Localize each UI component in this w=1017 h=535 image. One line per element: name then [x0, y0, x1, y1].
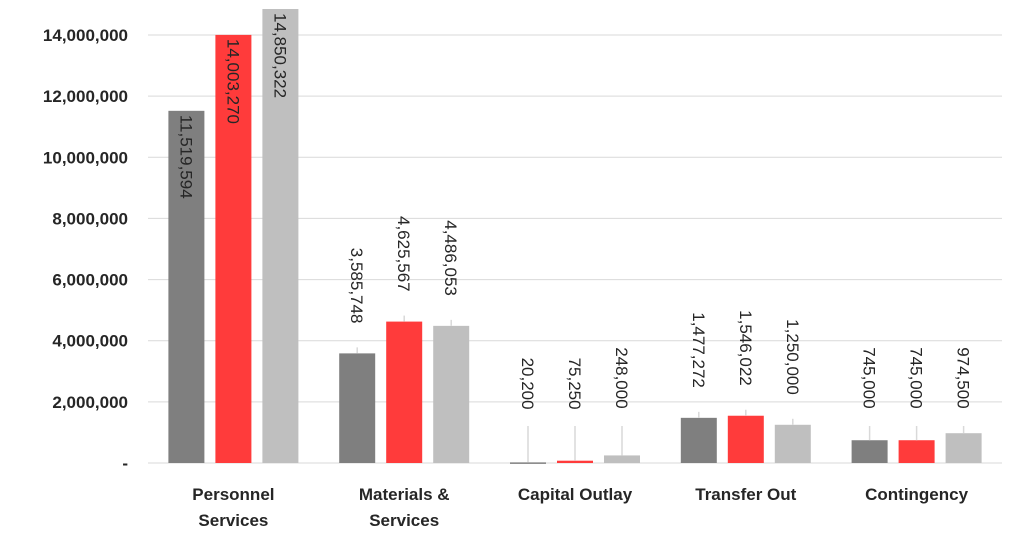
data-label: 1,477,272 [689, 312, 708, 388]
data-label: 745,000 [907, 347, 926, 408]
data-label: 3,585,748 [347, 248, 366, 324]
data-label: 75,250 [565, 358, 584, 410]
bar [945, 433, 982, 463]
bar [774, 424, 811, 463]
y-tick-label: 2,000,000 [52, 393, 128, 412]
bar [262, 9, 299, 463]
bar [557, 460, 593, 463]
bar [898, 440, 935, 463]
bar [727, 415, 764, 463]
category-label: Services [198, 511, 268, 530]
y-tick-label: 6,000,000 [52, 271, 128, 290]
category-label: Contingency [865, 485, 968, 504]
y-tick-label: 8,000,000 [52, 209, 128, 228]
leader-lines [356, 315, 965, 463]
data-labels: 11,519,594 14,003,270 14,850,322 3,585,748 4… [176, 13, 972, 410]
bar [339, 353, 376, 463]
category-label: Services [369, 511, 439, 530]
bar [168, 110, 205, 463]
data-label: 20,200 [518, 358, 537, 410]
data-label: 11,519,594 [176, 115, 195, 199]
data-label: 14,850,322 [270, 13, 289, 98]
bar [851, 440, 888, 463]
data-label: 974,500 [954, 347, 973, 408]
bar [215, 34, 252, 464]
y-tick-label: 12,000,000 [43, 87, 128, 106]
x-axis: Personnel Services Materials & Services Capi… [192, 485, 968, 530]
data-label: 4,486,053 [441, 220, 460, 296]
bar [680, 417, 717, 463]
y-tick-label: 4,000,000 [52, 332, 128, 351]
bar [604, 455, 640, 463]
data-label: 1,546,022 [736, 310, 755, 386]
data-label: 248,000 [612, 347, 631, 408]
y-axis: - 2,000,000 4,000,000 6,000,000 8,000,000 10,… [43, 26, 128, 473]
y-tick-label: 10,000,000 [43, 148, 128, 167]
bar [433, 325, 470, 463]
bar [510, 462, 546, 464]
category-label: Transfer Out [695, 485, 796, 504]
y-tick-label: 14,000,000 [43, 26, 128, 45]
category-label: Materials & [359, 485, 450, 504]
data-label: 1,250,000 [783, 319, 802, 395]
data-label: 4,625,567 [394, 216, 413, 292]
data-label: 14,003,270 [223, 39, 242, 124]
data-label: 745,000 [860, 347, 879, 408]
category-label: Capital Outlay [518, 485, 633, 504]
y-tick-label: - [122, 454, 128, 473]
bar [386, 321, 423, 463]
bars [168, 9, 982, 464]
category-label: Personnel [192, 485, 274, 504]
